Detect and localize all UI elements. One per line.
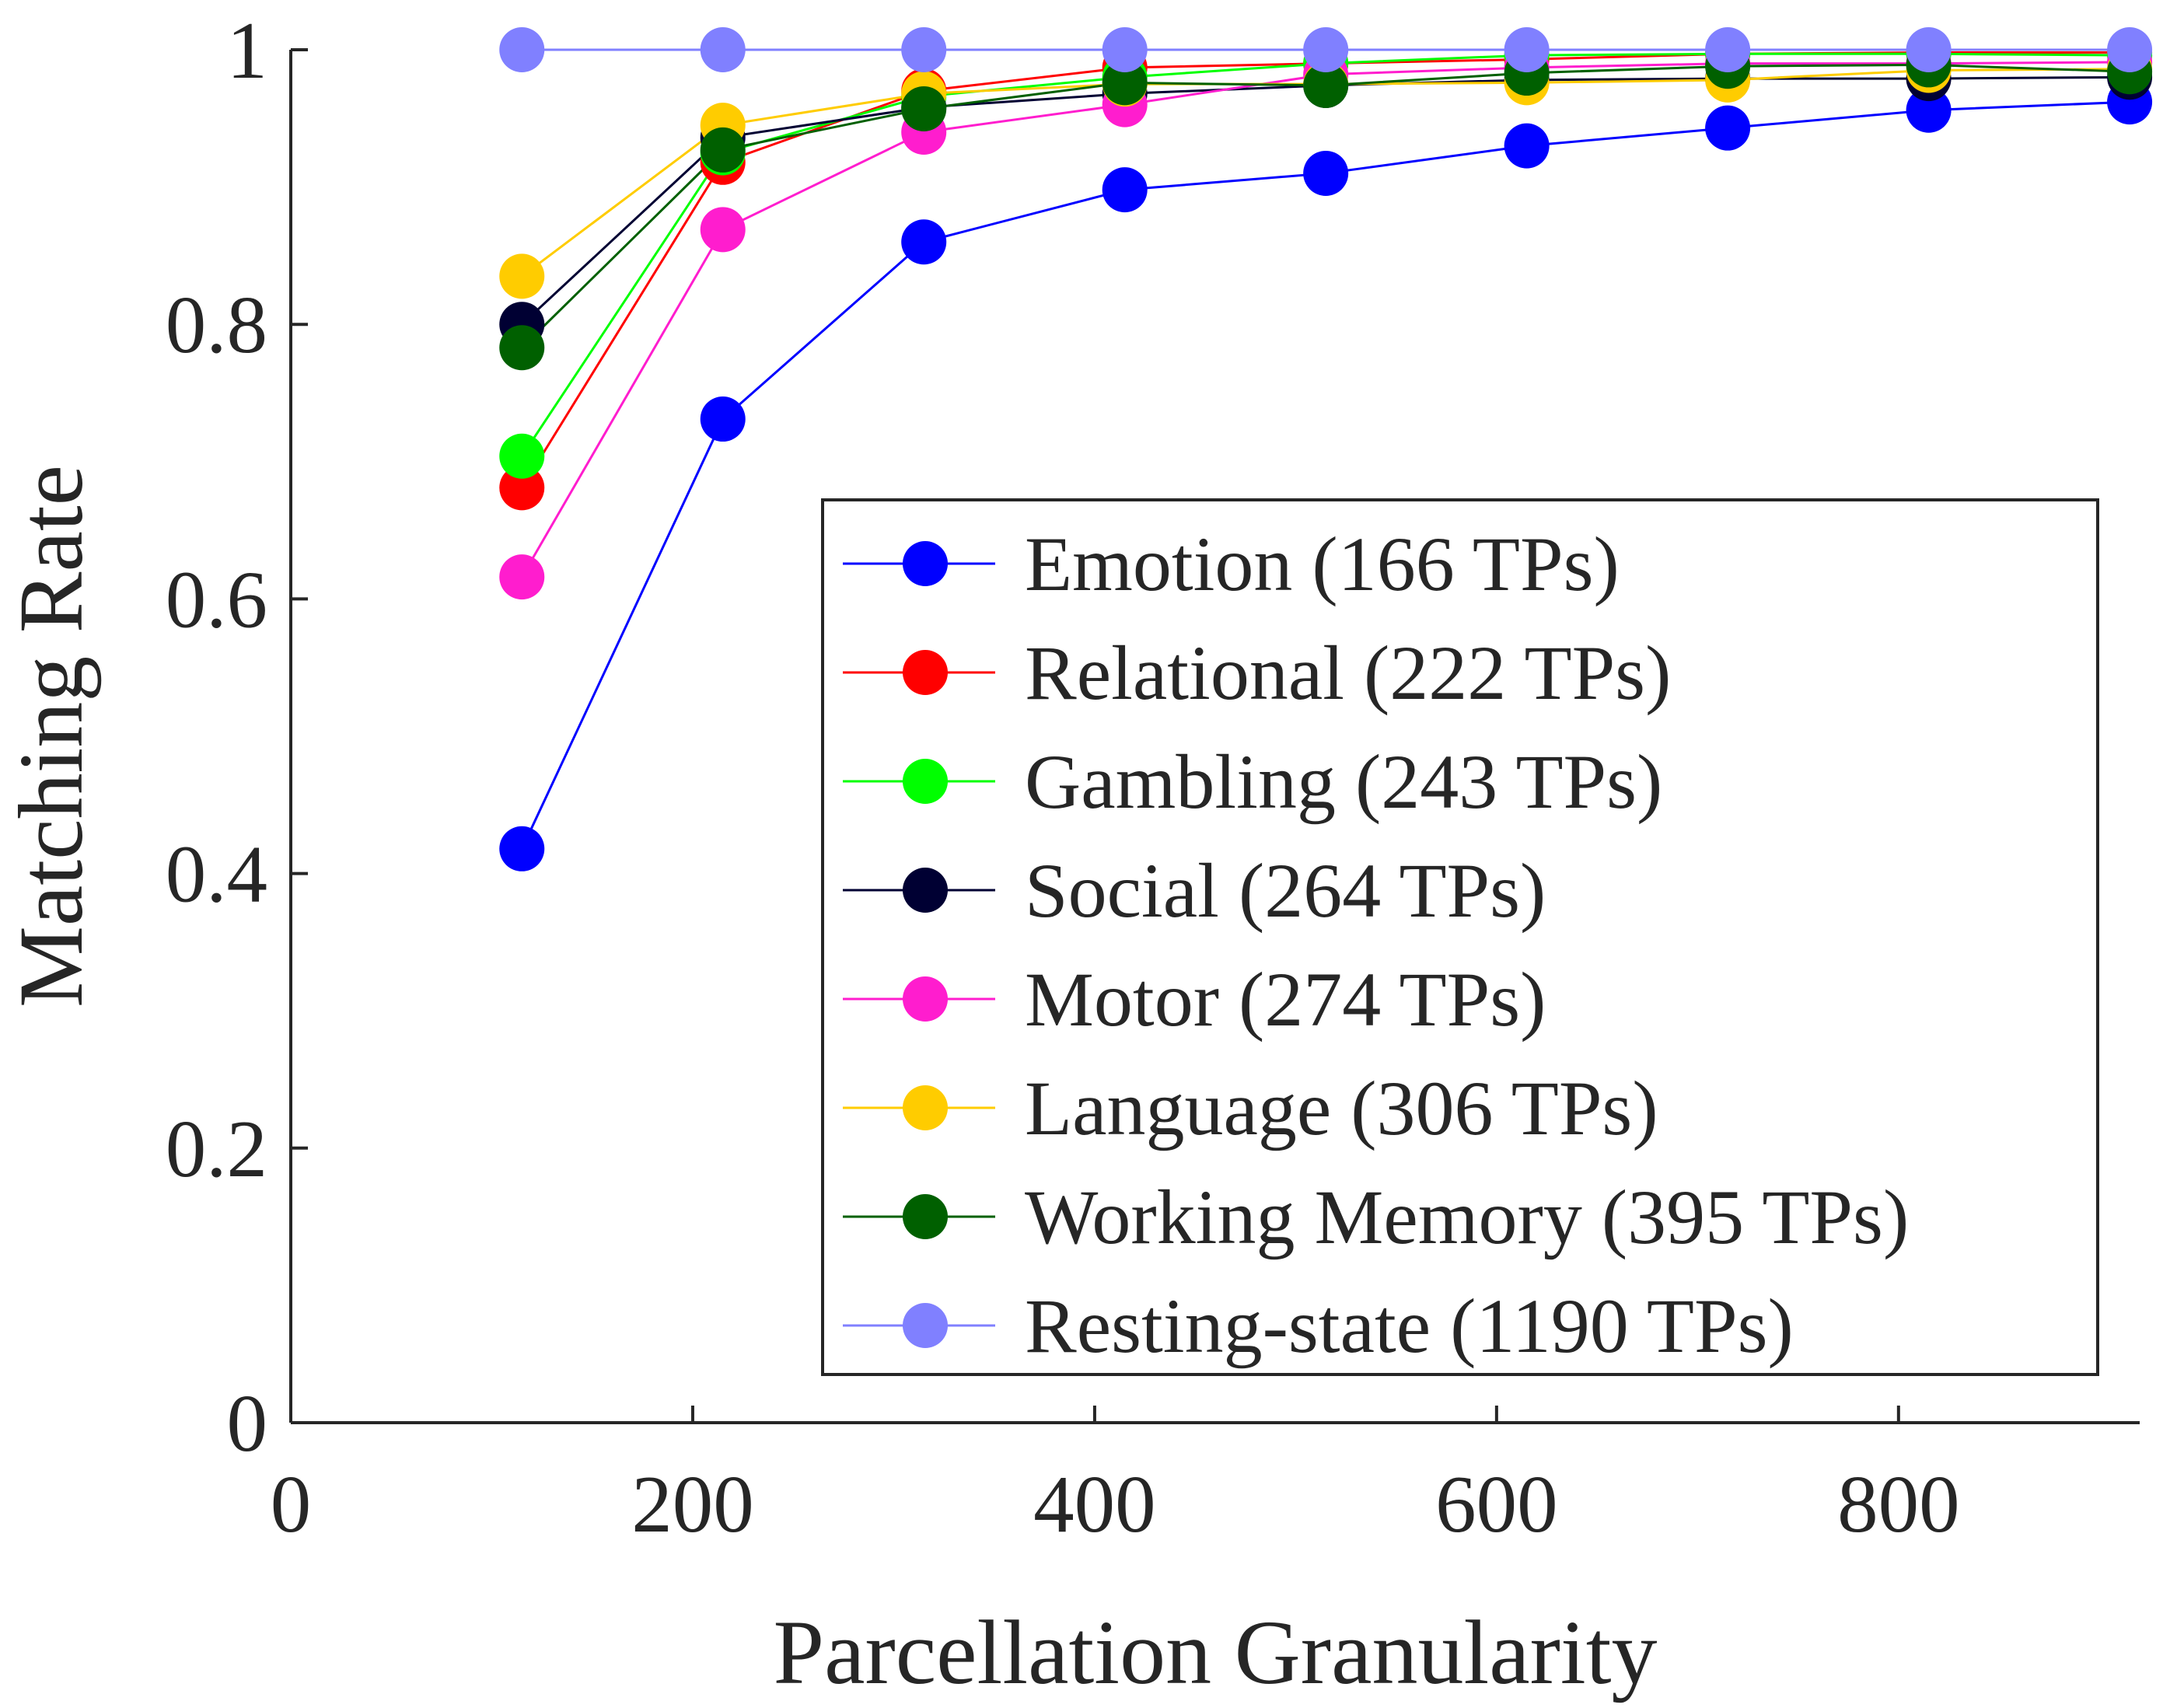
legend-marker-6 <box>903 1194 948 1239</box>
y-tick-label: 1 <box>227 5 268 96</box>
y-tick-label: 0.6 <box>166 554 267 644</box>
data-point <box>700 27 746 72</box>
data-point <box>2107 27 2153 72</box>
legend-label: Language (306 TPs) <box>1025 1065 1658 1151</box>
x-tick-label: 200 <box>631 1458 754 1549</box>
data-point <box>700 396 746 442</box>
legend-label: Resting-state (1190 TPs) <box>1025 1283 1794 1369</box>
x-tick-label: 400 <box>1033 1458 1156 1549</box>
data-point <box>1504 123 1550 169</box>
series-markers <box>499 27 2153 871</box>
data-point <box>1906 27 1952 72</box>
y-tick-label: 0 <box>227 1378 268 1469</box>
legend-marker-0 <box>903 541 948 586</box>
y-tick-label: 0.4 <box>166 829 267 920</box>
axes <box>289 50 2140 1424</box>
data-point <box>700 207 746 253</box>
data-point <box>1102 167 1148 213</box>
legend-marker-4 <box>903 976 948 1022</box>
data-point <box>700 127 746 173</box>
data-point <box>901 219 947 265</box>
data-point <box>1303 62 1349 108</box>
x-axis-title: Parcellation Granularity <box>774 1601 1658 1703</box>
data-point <box>499 554 545 600</box>
data-point <box>499 27 545 72</box>
data-point <box>499 325 545 371</box>
data-point <box>1303 27 1349 72</box>
x-tick-label: 600 <box>1435 1458 1558 1549</box>
legend-box <box>821 498 2099 1376</box>
legend-marker-7 <box>903 1303 948 1348</box>
legend-label: Emotion (166 TPs) <box>1025 521 1620 607</box>
data-point <box>499 465 545 511</box>
legend-label: Motor (274 TPs) <box>1025 956 1546 1043</box>
data-point <box>1705 27 1751 72</box>
x-tick-label: 0 <box>271 1458 312 1549</box>
legend-marker-2 <box>903 759 948 804</box>
y-tick-label: 0.2 <box>166 1103 267 1194</box>
data-point <box>499 253 545 299</box>
legend-label: Relational (222 TPs) <box>1025 630 1671 716</box>
data-point <box>499 826 545 871</box>
data-point <box>1102 27 1148 72</box>
legend-label: Social (264 TPs) <box>1025 847 1546 934</box>
data-point <box>1303 150 1349 196</box>
data-point <box>1504 27 1550 72</box>
legend: Emotion (166 TPs) Relational (222 TPs) Gam… <box>821 498 2099 1376</box>
data-point <box>901 27 947 72</box>
legend-label: Gambling (243 TPs) <box>1025 739 1662 825</box>
data-point <box>1705 105 1751 151</box>
data-point <box>1102 60 1148 106</box>
data-point <box>901 86 947 131</box>
x-tick-label: 800 <box>1837 1458 1960 1549</box>
y-axis-title: Matching Rate <box>0 465 102 1008</box>
legend-marker-3 <box>903 868 948 913</box>
data-point <box>1906 87 1952 133</box>
legend-label: Working Memory (395 TPs) <box>1025 1174 1909 1260</box>
legend-marker-1 <box>903 650 948 695</box>
ticks: 0 200 400 600 800 0 0.2 0.4 0.6 0.8 1 <box>166 5 1960 1549</box>
data-point <box>499 433 545 479</box>
legend-marker-5 <box>903 1085 948 1130</box>
y-tick-label: 0.8 <box>166 279 267 370</box>
